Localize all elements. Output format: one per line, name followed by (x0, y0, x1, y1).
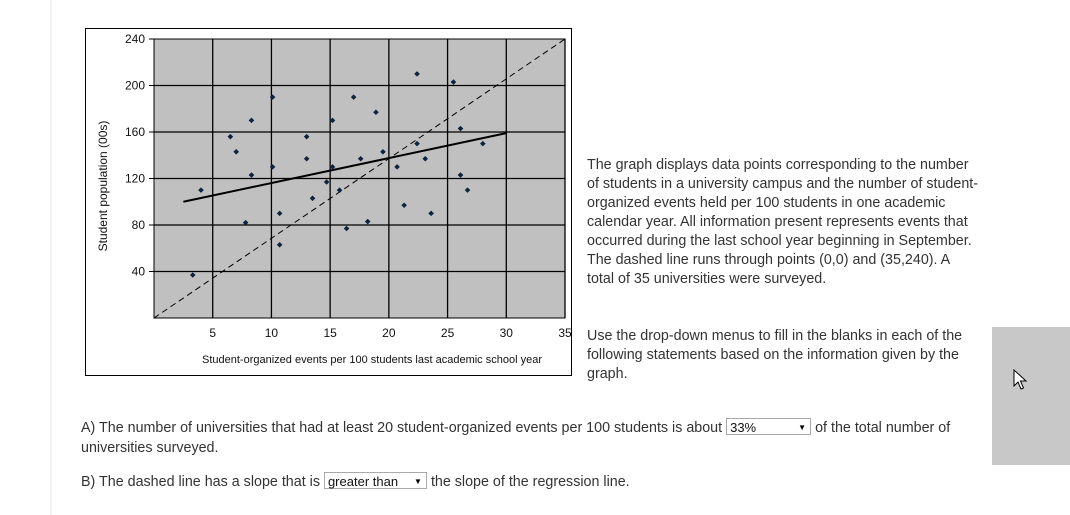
y-axis-label: Student population (00s) (96, 121, 110, 252)
data-point (357, 155, 364, 162)
data-point (457, 172, 464, 178)
x-tick-label: 30 (500, 326, 514, 340)
data-point (422, 155, 429, 162)
data-point (329, 164, 336, 170)
data-point (276, 210, 283, 217)
question-b-dropdown[interactable]: greater than ▼ (323, 472, 427, 490)
data-point (309, 195, 316, 202)
y-tick-label: 80 (132, 218, 146, 232)
x-tick-label: 15 (323, 326, 337, 340)
y-tick-label: 200 (125, 79, 145, 93)
mouse-pointer-icon (1013, 369, 1028, 390)
data-point (364, 218, 371, 225)
scatter-chart: 5 10 15 20 25 30 35 40 80 120 160 200 240 Student po… (96, 32, 572, 366)
x-tick-label: 5 (209, 326, 216, 340)
question-b-prefix: B) The dashed line has a slope that is (81, 474, 320, 490)
data-point (428, 210, 434, 217)
data-point (269, 164, 276, 170)
question-a-prefix: A) The number of universities that had a… (81, 420, 723, 436)
question-b-suffix: the slope of the regression line. (430, 474, 630, 490)
data-point (480, 140, 486, 147)
x-tick-label: 25 (441, 326, 455, 340)
data-point (414, 71, 420, 77)
data-point (189, 272, 196, 278)
data-point (464, 187, 471, 193)
data-point (303, 155, 310, 162)
x-axis-label: Student-organized events per 100 student… (202, 354, 542, 366)
x-tick-label: 20 (382, 326, 396, 340)
data-point (373, 109, 379, 116)
question-a-selected-value: 33% (730, 420, 757, 436)
regression-line (183, 132, 507, 203)
question-b-selected-value: greater than (327, 474, 399, 490)
question-a-suffix: of the total number of universities surv… (81, 420, 951, 456)
x-tick-label: 10 (265, 326, 279, 340)
data-point (233, 148, 239, 155)
data-point (227, 133, 234, 140)
data-point (329, 117, 336, 124)
data-point (450, 79, 457, 85)
y-tick-label: 40 (132, 265, 146, 279)
data-point (303, 133, 310, 140)
y-tick-label: 120 (125, 172, 145, 186)
question-a: A) The number of universities that had a… (81, 418, 961, 458)
chevron-down-icon: ▼ (798, 423, 807, 433)
side-panel (992, 327, 1070, 465)
data-point (248, 117, 255, 124)
data-point (323, 179, 330, 185)
scatter-chart-figure: 5 10 15 20 25 30 35 40 80 120 160 200 240 Student po… (85, 28, 572, 376)
data-point (269, 94, 276, 100)
dashed-reference-line (154, 39, 565, 318)
data-point (336, 187, 343, 193)
data-point (343, 225, 350, 232)
data-point (401, 202, 407, 209)
x-tick-label: 35 (558, 326, 572, 340)
y-tick-label: 160 (125, 125, 145, 139)
data-point (276, 241, 283, 248)
data-point (394, 164, 400, 170)
data-point (350, 94, 357, 100)
data-point (242, 219, 249, 226)
question-a-dropdown[interactable]: 33% ▼ (726, 418, 812, 436)
y-tick-label: 240 (125, 32, 145, 46)
data-point (248, 172, 255, 178)
chevron-down-icon: ▼ (414, 477, 422, 487)
question-b: B) The dashed line has a slope that is g… (81, 472, 961, 492)
chart-description: The graph displays data points correspon… (587, 157, 979, 287)
data-point (414, 140, 420, 147)
instructions-text: Use the drop-down menus to fill in the b… (587, 328, 963, 382)
page-left-rule (50, 0, 52, 515)
